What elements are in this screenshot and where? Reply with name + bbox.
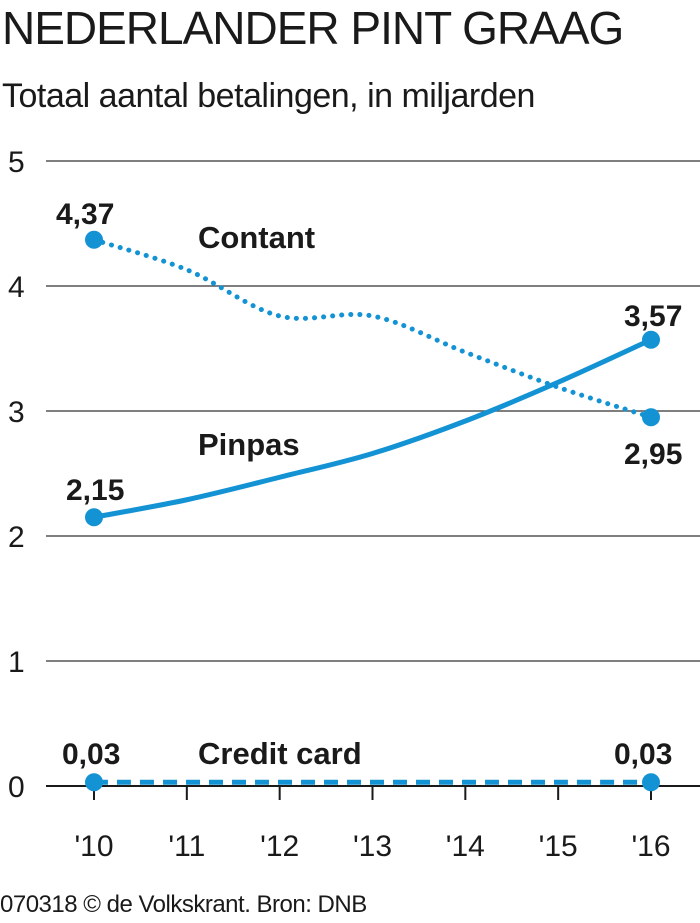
y-tick-label: 0 bbox=[8, 771, 25, 804]
data-label-pinpas-first: 2,15 bbox=[66, 474, 124, 507]
series-label-credit-card: Credit card bbox=[198, 736, 362, 771]
series-label-pinpas: Pinpas bbox=[198, 427, 300, 462]
chart-title: NEDERLANDER PINT GRAAG bbox=[2, 2, 624, 54]
data-label-contant-last: 2,95 bbox=[624, 438, 682, 471]
chart-subtitle: Totaal aantal betalingen, in miljarden bbox=[2, 77, 535, 115]
y-tick-label: 2 bbox=[8, 521, 25, 554]
y-tick-label: 5 bbox=[8, 146, 25, 179]
data-label-credit-card-first: 0,03 bbox=[62, 738, 120, 771]
point-marker-pinpas bbox=[85, 508, 103, 527]
data-label-credit-card-last: 0,03 bbox=[614, 738, 672, 771]
point-marker-contant bbox=[85, 230, 103, 249]
x-tick-label: '16 bbox=[631, 830, 670, 863]
y-tick-label: 1 bbox=[8, 646, 25, 679]
data-label-contant-first: 4,37 bbox=[56, 198, 114, 231]
x-tick-label: '11 bbox=[168, 830, 205, 863]
x-tick-label: '13 bbox=[353, 830, 392, 863]
x-tick-label: '14 bbox=[446, 830, 485, 863]
point-marker-credit-card bbox=[642, 773, 660, 792]
chart-labels: Contant 4,37 2,95 Pinpas 2,15 3,57 Credit card… bbox=[56, 198, 682, 771]
point-marker-pinpas bbox=[642, 330, 660, 349]
series-label-contant: Contant bbox=[198, 220, 315, 255]
y-tick-label: 3 bbox=[8, 396, 25, 429]
point-marker-contant bbox=[642, 408, 660, 427]
x-tick-label: '10 bbox=[74, 830, 113, 863]
y-tick-label: 4 bbox=[8, 271, 25, 304]
source-credit: 070318 © de Volkskrant. Bron: DNB bbox=[0, 891, 367, 918]
point-marker-credit-card bbox=[85, 773, 103, 792]
series-lines bbox=[85, 230, 660, 792]
data-label-pinpas-last: 3,57 bbox=[624, 300, 682, 333]
series-line-pinpas bbox=[91, 337, 654, 520]
x-tick-label: '12 bbox=[260, 830, 299, 863]
x-tick-label: '15 bbox=[539, 830, 578, 863]
x-axis: 0 1 2 3 4 5 '10 '11 '12 '13 '14 '15 '16 bbox=[8, 146, 671, 863]
series-line-contant bbox=[91, 237, 654, 420]
